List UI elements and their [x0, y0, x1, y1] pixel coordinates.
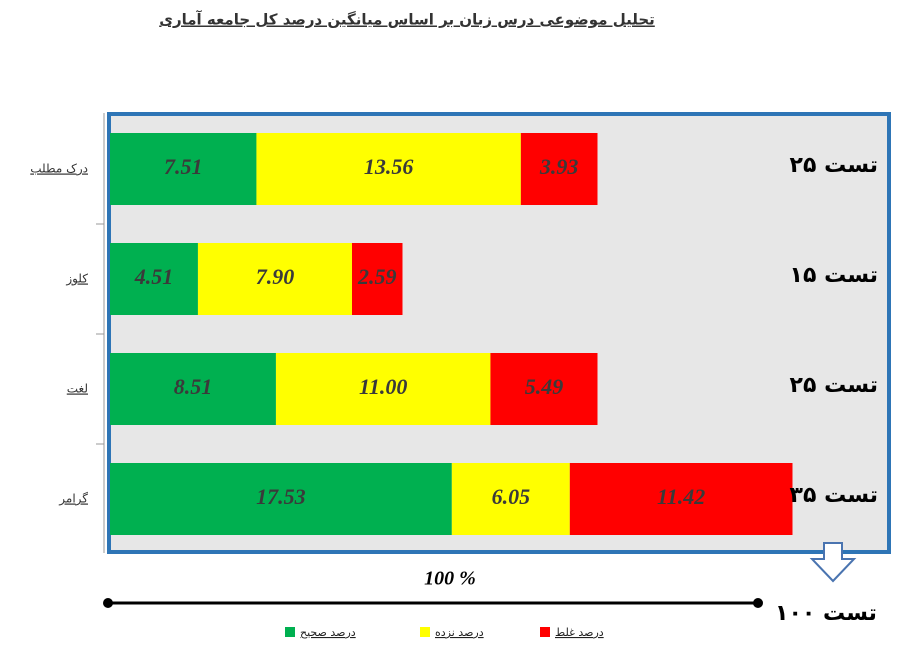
total-label: ۱۰۰ تست [775, 601, 877, 626]
value-label: 4.51 [134, 264, 174, 289]
bar-segment [520, 133, 598, 205]
value-label: 6.05 [492, 484, 531, 509]
y-tick-label: درک مطلب [30, 162, 88, 177]
bar-segment [197, 243, 352, 315]
legend-swatch [420, 627, 430, 637]
footer-label: 100 % [424, 568, 476, 590]
legend-label: درصد نزده [435, 626, 484, 639]
value-label: 17.53 [256, 484, 306, 509]
value-label: 5.49 [525, 374, 564, 399]
span-end [753, 598, 763, 608]
row-annotation: ۱۵ تست [790, 263, 878, 288]
y-tick-label: لغت [67, 382, 88, 396]
legend-swatch [540, 627, 550, 637]
legend-label: درصد غلط [555, 626, 604, 639]
bar-segment [569, 463, 793, 535]
bar-segment [351, 243, 403, 315]
y-tick-label: کلوز [65, 272, 88, 287]
bar-segment [110, 243, 198, 315]
row-annotation: ۲۵ تست [790, 153, 878, 178]
bar-segment [110, 463, 452, 535]
chart-title: تحلیل موضوعی درس زبان بر اساس میانگین در… [159, 11, 655, 29]
y-tick-label: گرامر [58, 492, 88, 507]
bar-segment [275, 353, 491, 425]
legend-swatch [285, 627, 295, 637]
bar-segment [490, 353, 598, 425]
value-label: 11.42 [657, 484, 705, 509]
down-arrow [809, 542, 857, 583]
span-end [103, 598, 113, 608]
bar-segment [110, 133, 257, 205]
value-label: 7.90 [256, 264, 295, 289]
value-label: 13.56 [364, 154, 414, 179]
bar-segment [256, 133, 521, 205]
value-label: 7.51 [164, 154, 203, 179]
value-label: 11.00 [359, 374, 407, 399]
bar-segment [110, 353, 276, 425]
value-label: 3.93 [539, 154, 579, 179]
bar-segment [451, 463, 570, 535]
row-annotation: ۲۵ تست [790, 373, 878, 398]
legend-label: درصد صحیح [300, 626, 356, 639]
value-label: 2.59 [357, 264, 397, 289]
row-annotation: ۳۵ تست [790, 483, 878, 508]
value-label: 8.51 [174, 374, 213, 399]
